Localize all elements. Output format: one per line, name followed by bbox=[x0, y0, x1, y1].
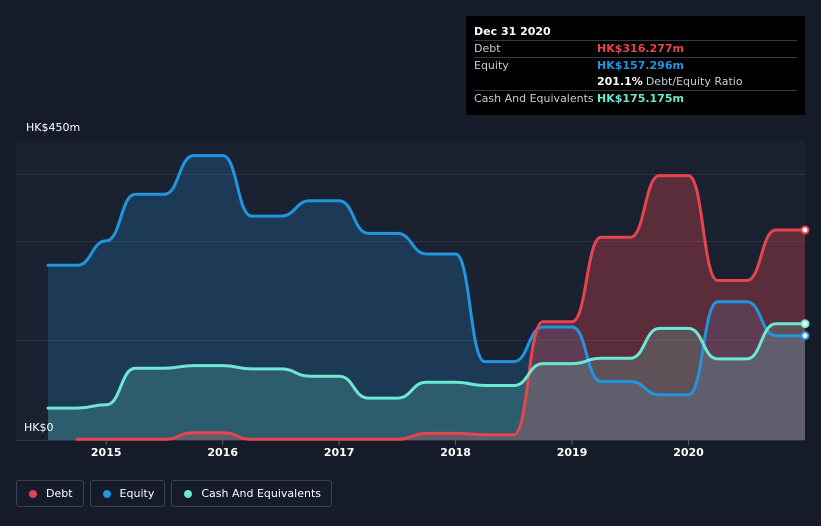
cash-dot-icon bbox=[184, 489, 193, 498]
x-tick-label: 2018 bbox=[440, 446, 471, 459]
legend-debt-label: Debt bbox=[46, 487, 73, 500]
series-lines bbox=[46, 154, 807, 441]
tooltip-cash-value: HK$175.175m bbox=[597, 92, 684, 105]
y-axis-min-label: HK$0 bbox=[24, 421, 54, 434]
equity-area bbox=[48, 155, 805, 440]
x-tick-label: 2019 bbox=[557, 446, 588, 459]
x-tick-label: 2016 bbox=[207, 446, 238, 459]
tooltip-debt-value: HK$316.277m bbox=[597, 42, 684, 55]
debt-line bbox=[75, 174, 807, 441]
legend-cash-label: Cash And Equivalents bbox=[201, 487, 321, 500]
equity-dot-icon bbox=[102, 489, 111, 498]
y-axis-max-label: HK$450m bbox=[26, 121, 81, 134]
legend-item-cash[interactable]: Cash And Equivalents bbox=[171, 480, 332, 507]
tooltip-ratio-value: 201.1% bbox=[597, 75, 643, 88]
x-tick-label: 2017 bbox=[324, 446, 355, 459]
tooltip-ratio-label: Debt/Equity Ratio bbox=[645, 75, 743, 88]
tooltip-date: Dec 31 2020 bbox=[474, 25, 551, 38]
tooltip-cash-row: Cash And Equivalents HK$175.175m bbox=[474, 90, 797, 107]
legend-item-equity[interactable]: Equity bbox=[89, 480, 166, 507]
equity-end-marker bbox=[800, 331, 810, 341]
tooltip-equity-label: Equity bbox=[474, 59, 509, 72]
cash-line bbox=[46, 322, 807, 410]
x-tick-label: 2015 bbox=[91, 446, 122, 459]
debt-dot-icon bbox=[29, 489, 37, 498]
tooltip-ratio-row: 201.1% Debt/Equity Ratio bbox=[474, 74, 797, 90]
end-markers bbox=[800, 225, 810, 341]
cash-area bbox=[48, 323, 805, 440]
legend: Debt Equity Cash And Equivalents bbox=[16, 480, 332, 507]
legend-equity-label: Equity bbox=[119, 487, 155, 500]
tooltip-debt-row: Debt HK$316.277m bbox=[474, 40, 797, 57]
x-tick-label: 2020 bbox=[673, 446, 704, 459]
series-areas bbox=[48, 155, 806, 440]
legend-item-debt[interactable]: Debt bbox=[16, 480, 84, 507]
equity-line bbox=[46, 154, 807, 397]
tooltip-cash-label: Cash And Equivalents bbox=[474, 92, 594, 105]
debt-end-marker bbox=[800, 225, 810, 235]
debt-area bbox=[77, 175, 806, 440]
cash-end-marker bbox=[800, 319, 810, 329]
tooltip-equity-value: HK$157.296m bbox=[597, 59, 684, 72]
tooltip: Dec 31 2020 Debt HK$316.277m Equity HK$1… bbox=[466, 16, 805, 115]
tooltip-equity-row: Equity HK$157.296m bbox=[474, 57, 797, 74]
tooltip-debt-label: Debt bbox=[474, 42, 501, 55]
x-axis: 2015 2016 2017 2018 2019 2020 bbox=[91, 440, 704, 459]
